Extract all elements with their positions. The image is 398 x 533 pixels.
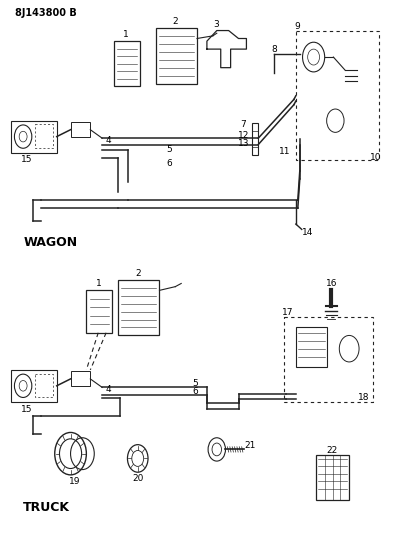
Bar: [70, 372, 90, 386]
Bar: [252, 123, 258, 155]
Text: 5: 5: [192, 378, 198, 387]
Bar: [86, 290, 112, 333]
Text: 6: 6: [166, 159, 172, 167]
Text: 2: 2: [172, 17, 178, 26]
Text: 8: 8: [271, 45, 277, 54]
Text: 18: 18: [359, 393, 370, 402]
Text: 22: 22: [327, 446, 338, 455]
Bar: [156, 28, 197, 84]
Text: 21: 21: [245, 441, 256, 450]
Bar: [296, 327, 328, 367]
Text: 13: 13: [238, 139, 249, 148]
Bar: [316, 455, 349, 500]
Text: 7: 7: [240, 120, 246, 130]
Text: 15: 15: [21, 405, 33, 414]
Text: 17: 17: [282, 308, 294, 317]
Bar: [35, 124, 53, 148]
Text: 19: 19: [69, 477, 80, 486]
Bar: [70, 122, 90, 137]
Bar: [252, 131, 258, 147]
Text: 15: 15: [21, 155, 33, 164]
Text: 9: 9: [294, 22, 300, 31]
Text: 16: 16: [326, 279, 337, 288]
Text: TRUCK: TRUCK: [23, 501, 70, 514]
Text: 5: 5: [166, 146, 172, 155]
Text: 20: 20: [132, 474, 143, 483]
Text: 10: 10: [370, 154, 382, 163]
Text: 4: 4: [105, 136, 111, 145]
Bar: [11, 370, 57, 402]
Text: 3: 3: [213, 20, 219, 29]
Text: 2: 2: [135, 269, 140, 278]
Text: 6: 6: [192, 386, 198, 395]
Text: 1: 1: [96, 279, 102, 288]
Bar: [118, 280, 160, 335]
Text: 12: 12: [238, 131, 249, 140]
Text: WAGON: WAGON: [23, 236, 77, 249]
Bar: [114, 41, 140, 86]
Text: 1: 1: [123, 30, 129, 39]
Text: 11: 11: [279, 147, 291, 156]
Bar: [284, 317, 373, 402]
Bar: [11, 120, 57, 152]
Bar: [296, 30, 379, 160]
Bar: [35, 374, 53, 398]
Text: 14: 14: [302, 228, 313, 237]
Text: 4: 4: [105, 385, 111, 394]
Text: 8J143800 B: 8J143800 B: [15, 8, 77, 18]
